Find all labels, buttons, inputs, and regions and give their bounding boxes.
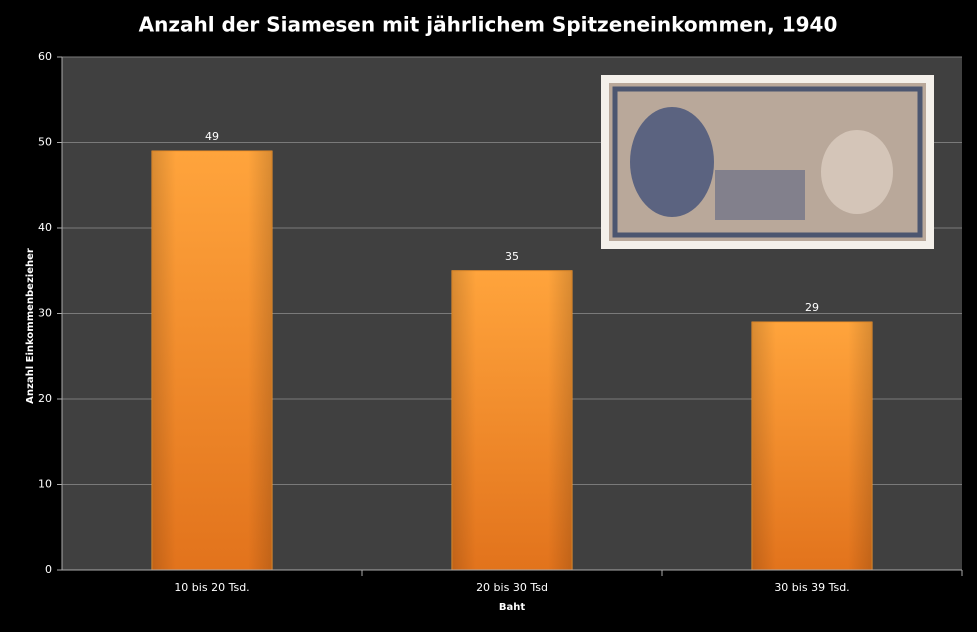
x-tick-label: 10 bis 20 Tsd. bbox=[174, 581, 249, 594]
y-tick-label: 60 bbox=[38, 50, 52, 63]
y-axis-label: Anzahl Einkommenbezieher bbox=[25, 248, 36, 404]
y-tick-label: 50 bbox=[38, 136, 52, 149]
y-tick-label: 20 bbox=[38, 392, 52, 405]
x-tick-label: 20 bis 30 Tsd bbox=[476, 581, 548, 594]
bar-shade bbox=[752, 322, 872, 570]
value-label: 35 bbox=[505, 250, 519, 263]
y-tick-label: 40 bbox=[38, 221, 52, 234]
y-tick-label: 0 bbox=[45, 563, 52, 576]
banknote-portrait bbox=[630, 107, 714, 217]
banknote bbox=[601, 75, 934, 249]
chart-title: Anzahl der Siamesen mit jährlichem Spitz… bbox=[139, 13, 838, 37]
bar-shade bbox=[152, 151, 272, 571]
banknote-watermark bbox=[821, 130, 893, 214]
banknote-frame bbox=[612, 86, 923, 238]
y-tick-label: 10 bbox=[38, 478, 52, 491]
value-label: 49 bbox=[205, 130, 219, 143]
x-axis-label: Baht bbox=[499, 602, 525, 613]
bar-shade bbox=[452, 270, 572, 570]
x-tick-label: 30 bis 39 Tsd. bbox=[774, 581, 849, 594]
banknote-temple bbox=[715, 170, 805, 220]
value-label: 29 bbox=[805, 301, 819, 314]
y-tick-label: 30 bbox=[38, 307, 52, 320]
